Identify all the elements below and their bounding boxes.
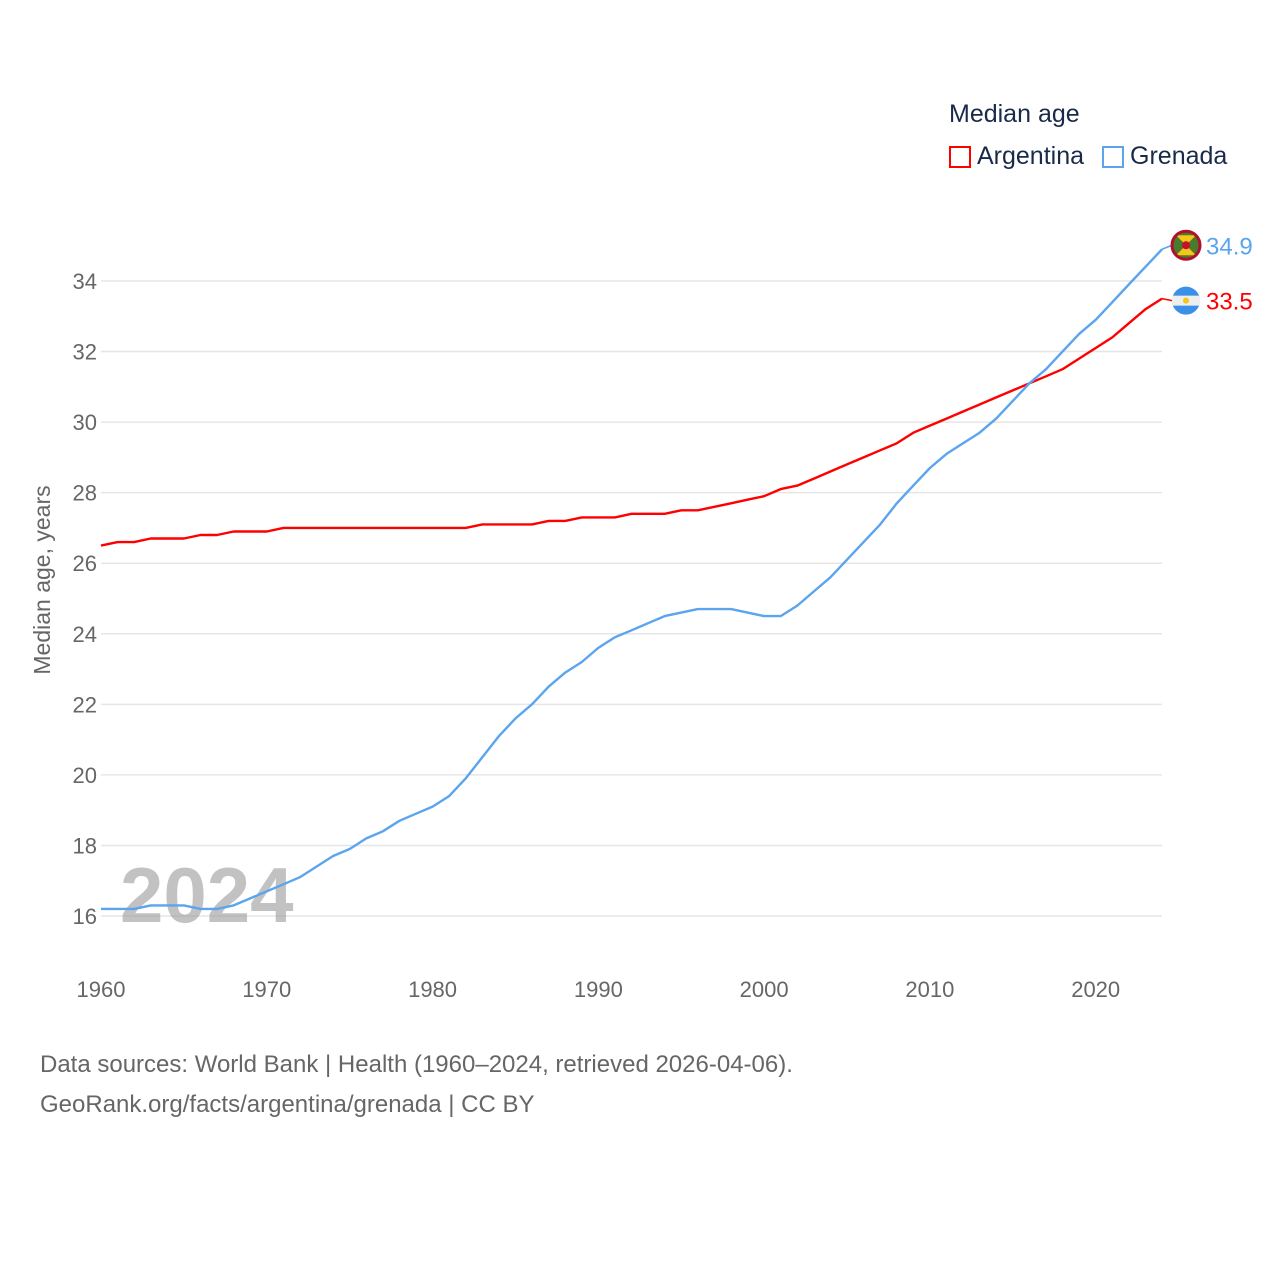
x-tick-label: 1970 [242,977,291,1002]
end-value-label: 34.9 [1206,233,1253,260]
y-tick-label: 26 [73,551,97,576]
attribution-line[interactable]: GeoRank.org/facts/argentina/grenada | CC… [40,1091,535,1118]
x-tick-label: 2020 [1071,977,1120,1002]
end-value-label: 33.5 [1206,289,1253,316]
x-axis-ticks: 1960 1970 1980 1990 2000 2010 2020 [77,977,1121,1002]
y-tick-label: 20 [73,763,97,788]
y-tick-label: 30 [73,410,97,435]
y-tick-label: 18 [73,833,97,858]
flag-argentina-icon [1172,286,1200,315]
y-axis-label: Median age, years [29,485,55,674]
flag-sun [1183,297,1189,304]
legend-item-grenada[interactable]: Grenada [1102,142,1227,171]
x-tick-label: 2010 [905,977,954,1002]
legend-item-argentina[interactable]: Argentina [949,142,1084,171]
year-watermark: 2024 [120,851,294,939]
y-tick-label: 16 [73,904,97,929]
series-lines: 33.5 34.9 [100,229,1253,911]
x-tick-label: 1980 [408,977,457,1002]
y-axis-ticks: 16 18 20 22 24 26 28 30 32 34 [73,269,97,929]
series-line-argentina [100,297,1163,547]
gridlines [101,280,1162,917]
source-line: Data sources: World Bank | Health (1960–… [40,1051,793,1078]
end-connector [1161,297,1173,302]
x-tick-label: 2000 [740,977,789,1002]
y-tick-label: 28 [73,481,97,506]
flag-center [1182,241,1190,250]
y-tick-label: 24 [73,622,97,647]
legend-swatch-grenada [1102,145,1125,168]
legend-label: Argentina [977,142,1085,170]
legend-label: Grenada [1130,142,1228,170]
legend-swatch-argentina [949,145,971,168]
series-line-grenada [101,248,1163,911]
legend-title: Median age [949,100,1080,128]
y-tick-label: 22 [73,692,97,717]
data-source-footer: Data sources: World Bank | Health (1960–… [40,1045,793,1125]
end-connector [1161,244,1173,250]
y-tick-label: 32 [73,340,97,365]
flag-grenada-icon [1170,229,1202,261]
y-tick-label: 34 [73,269,97,294]
x-tick-label: 1960 [77,977,126,1002]
legend: Argentina Grenada [949,142,1227,171]
x-tick-label: 1990 [574,977,623,1002]
flag-border [1170,229,1202,261]
